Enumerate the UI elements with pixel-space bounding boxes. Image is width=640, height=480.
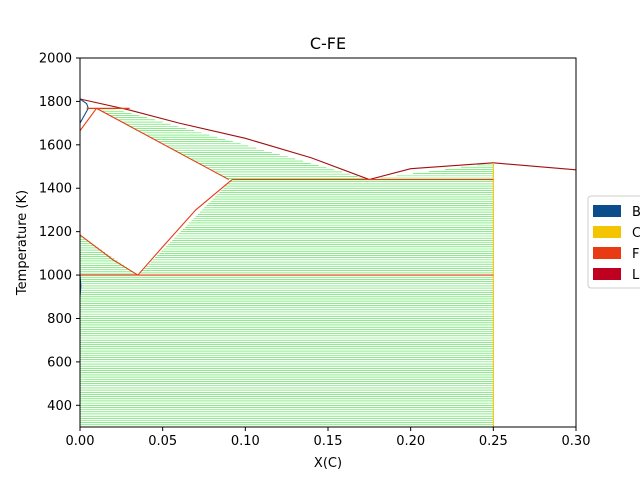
legend-label: B [632, 205, 640, 220]
phase-boundary-l [369, 162, 577, 181]
phase-boundary-layer [79, 98, 577, 427]
y-tick-label: 600 [47, 355, 72, 370]
y-tick-label: 800 [47, 312, 72, 327]
legend-label: C [632, 226, 640, 241]
legend-swatch [593, 205, 621, 217]
y-tick-label: 1200 [39, 225, 72, 240]
legend-swatch [593, 247, 621, 259]
y-tick-label: 1000 [39, 269, 72, 284]
phase-boundary-f [79, 108, 97, 132]
x-tick-label: 0.25 [479, 434, 508, 449]
tie-line-layer [80, 108, 494, 428]
phase-boundary-f [96, 107, 230, 181]
y-tick-label: 1600 [39, 138, 72, 153]
y-tick-label: 400 [47, 399, 72, 414]
x-tick-label: 0.30 [562, 434, 591, 449]
x-tick-label: 0.10 [231, 434, 260, 449]
legend-label: L [632, 268, 640, 283]
x-axis-title: X(C) [314, 456, 342, 471]
y-tick-label: 1800 [39, 95, 72, 110]
chart-title: C-FE [310, 34, 346, 53]
phase-boundary-b [79, 98, 89, 124]
x-tick-label: 0.15 [314, 434, 343, 449]
legend-box [587, 195, 640, 289]
x-tick-label: 0.20 [396, 434, 425, 449]
y-axis-title: Temperature (K) [15, 190, 30, 296]
y-tick-label: 2000 [39, 52, 72, 67]
legend-label: F [632, 247, 639, 262]
legend-swatch [593, 268, 621, 280]
tick-layer: 0.00 0.05 0.10 0.15 0.20 0.25 0.30 400 600 800 100… [39, 52, 591, 450]
phase-boundary-f [79, 234, 139, 276]
x-tick-label: 0.05 [148, 434, 177, 449]
x-tick-label: 0.00 [66, 434, 95, 449]
legend-swatch [593, 226, 621, 238]
y-tick-label: 1400 [39, 182, 72, 197]
phase-boundary-f [137, 179, 233, 276]
